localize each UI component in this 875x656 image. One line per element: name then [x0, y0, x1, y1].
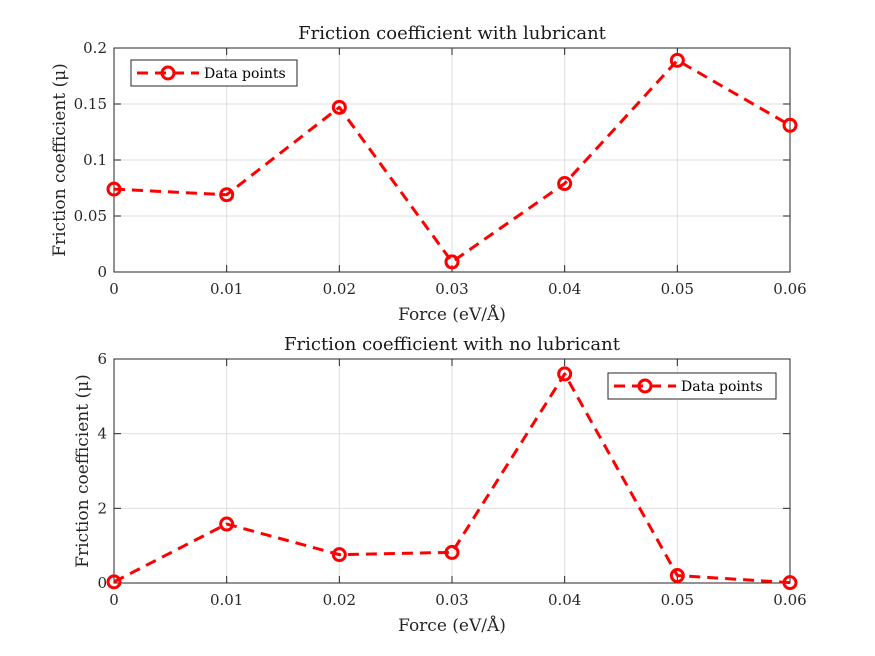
data-point — [219, 516, 235, 532]
x-tick-label: 0.01 — [210, 591, 243, 609]
y-tick-label: 0.15 — [74, 95, 107, 113]
data-point — [106, 181, 122, 197]
y-tick-label: 0 — [97, 574, 107, 592]
legend: Data points — [607, 372, 777, 400]
x-tick-label: 0.06 — [773, 280, 806, 298]
series-line — [113, 372, 791, 585]
x-tick-label: 0.03 — [435, 591, 468, 609]
x-tick-label: 0.05 — [661, 591, 694, 609]
x-tick-label: 0.02 — [323, 591, 356, 609]
x-tick-label: 0.01 — [210, 280, 243, 298]
legend-marker — [160, 65, 176, 81]
x-axis-label: Force (eV/Å) — [398, 615, 506, 636]
y-tick-label: 0.1 — [83, 151, 107, 169]
y-tick-label: 4 — [97, 425, 107, 443]
y-tick-label: 2 — [97, 499, 107, 517]
x-tick-label: 0.03 — [435, 280, 468, 298]
legend-label: Data points — [204, 66, 286, 82]
x-tick-label: 0.06 — [773, 591, 806, 609]
data-point — [444, 544, 460, 560]
y-axis-label: Friction coefficient (μ) — [73, 374, 93, 568]
data-point — [331, 547, 347, 563]
x-tick-label: 0.04 — [548, 591, 581, 609]
y-tick-label: 0.2 — [83, 39, 107, 57]
x-tick-label: 0.04 — [548, 280, 581, 298]
data-point — [331, 99, 347, 115]
chart-title: Friction coefficient with lubricant — [298, 23, 607, 44]
series-line — [113, 58, 791, 264]
data-point — [219, 187, 235, 203]
chart-title: Friction coefficient with no lubricant — [284, 334, 621, 355]
data-point — [669, 52, 685, 68]
x-axis-label: Force (eV/Å) — [398, 304, 506, 325]
data-point — [444, 254, 460, 270]
y-tick-label: 0.05 — [74, 207, 107, 225]
data-point — [557, 366, 573, 382]
axes-box — [113, 358, 791, 584]
data-point — [557, 176, 573, 192]
axes-box — [113, 47, 791, 273]
chart-1: 0 0.01 0.02 0.03 0.04 0.05 0.06 0 0.05 0.1 0.15 0.2… — [50, 23, 807, 325]
x-tick-label: 0 — [109, 591, 119, 609]
x-tick-label: 0.02 — [323, 280, 356, 298]
data-point — [782, 575, 798, 591]
data-point — [106, 574, 122, 590]
legend: Data points — [130, 59, 298, 87]
y-tick-label: 0 — [97, 263, 107, 281]
legend-label: Data points — [681, 379, 763, 395]
x-tick-label: 0 — [109, 280, 119, 298]
y-tick-label: 6 — [97, 350, 107, 368]
legend-marker — [637, 378, 653, 394]
data-point — [782, 117, 798, 133]
x-tick-label: 0.05 — [661, 280, 694, 298]
data-point — [669, 568, 685, 584]
y-axis-label: Friction coefficient (μ) — [50, 63, 70, 257]
